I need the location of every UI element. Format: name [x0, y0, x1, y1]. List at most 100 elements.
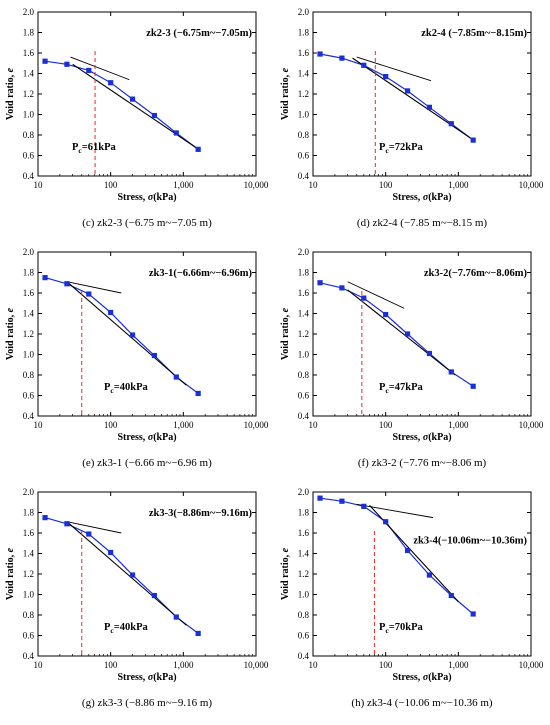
data-point — [151, 352, 158, 359]
pc-label: Pc=40kPa — [104, 382, 149, 395]
chart-panel-h: 10 100 1,000 10,000 0.4 0.6 0.8 1.0 1.2 1.4 1.6 1.8… — [275, 480, 550, 720]
y-tick-label: 2.0 — [298, 247, 310, 257]
data-point — [361, 503, 367, 509]
chart-svg-c: 10 100 1,000 10,000 0.4 0.6 0.8 1.0 1.2 1.4 1.6 1.8… — [5, 7, 269, 229]
x-axis-label: Stress, σ(kPa) — [117, 192, 176, 203]
data-point — [108, 309, 114, 316]
tangent-line — [356, 503, 434, 519]
y-tick-label: 1.0 — [298, 350, 310, 360]
x-axis-label: Stress, σ(kPa) — [392, 432, 451, 443]
panel-caption: (d) zk2-4 (−7.85 m~−8.15 m) — [357, 217, 488, 229]
x-tick-label: 1,000 — [448, 420, 469, 430]
chart-svg-d: 10 100 1,000 10,000 0.4 0.6 0.8 1.0 1.2 1.4 1.6 1.8… — [280, 7, 544, 229]
panel-caption: (g) zk3-3 (−8.86 m~−9.16 m) — [82, 697, 213, 709]
pc-label: Pc=70kPa — [379, 622, 424, 635]
y-tick-label: 0.6 — [298, 391, 310, 401]
data-point — [317, 51, 323, 57]
y-tick-label: 1.4 — [298, 69, 310, 79]
compression-line — [369, 504, 459, 603]
chart-panel-f: 10 100 1,000 10,000 0.4 0.6 0.8 1.0 1.2 1.4 1.6 1.8… — [275, 240, 550, 480]
x-tick-label: 10 — [309, 180, 319, 190]
x-tick-label: 100 — [379, 420, 393, 430]
x-tick-label: 10 — [309, 660, 319, 670]
chart-svg-f: 10 100 1,000 10,000 0.4 0.6 0.8 1.0 1.2 1.4 1.6 1.8… — [280, 247, 544, 469]
pc-label: Pc=40kPa — [104, 622, 149, 635]
y-tick-label: 0.8 — [23, 610, 35, 620]
series-line — [319, 497, 474, 615]
chart-panel-c: 10 100 1,000 10,000 0.4 0.6 0.8 1.0 1.2 1.4 1.6 1.8… — [0, 0, 275, 240]
y-tick-label: 1.8 — [298, 268, 310, 278]
y-tick-label: 1.6 — [23, 528, 35, 538]
data-point — [426, 350, 433, 357]
y-tick-label: 2.0 — [298, 7, 310, 17]
x-tick-label: 10 — [34, 660, 44, 670]
y-tick-label: 1.4 — [298, 309, 310, 319]
y-axis-label: Void ratio, e — [280, 67, 291, 120]
panel-title: zk3-1(−6.66m~−6.96m) — [149, 268, 253, 279]
y-tick-label: 0.4 — [298, 651, 310, 661]
data-point — [470, 383, 476, 389]
data-point — [448, 592, 454, 599]
y-tick-label: 1.4 — [23, 549, 35, 559]
series-line — [319, 53, 474, 141]
y-tick-label: 0.4 — [23, 411, 35, 421]
x-tick-label: 1,000 — [448, 180, 469, 190]
y-tick-label: 0.4 — [23, 651, 35, 661]
data-point — [339, 285, 345, 291]
data-point — [470, 137, 476, 143]
y-tick-label: 0.6 — [298, 631, 310, 641]
y-tick-label: 0.8 — [23, 370, 35, 380]
panel-caption: (c) zk2-3 (−6.75 m~−7.05 m) — [82, 217, 212, 229]
chart-panel-e: 10 100 1,000 10,000 0.4 0.6 0.8 1.0 1.2 1.4 1.6 1.8… — [0, 240, 275, 480]
y-tick-label: 1.2 — [298, 89, 309, 99]
x-tick-label: 100 — [379, 660, 393, 670]
y-tick-label: 1.2 — [298, 329, 309, 339]
data-point — [195, 146, 201, 152]
data-point — [42, 515, 48, 521]
pc-label: Pc=61kPa — [72, 142, 117, 155]
y-tick-label: 2.0 — [298, 487, 310, 497]
y-tick-label: 1.8 — [23, 508, 35, 518]
tangent-line — [347, 281, 405, 309]
compression-line — [66, 521, 187, 626]
data-point — [42, 58, 48, 64]
y-tick-label: 1.2 — [23, 329, 34, 339]
y-tick-label: 1.2 — [23, 89, 34, 99]
y-tick-label: 1.2 — [23, 569, 34, 579]
chart-panel-d: 10 100 1,000 10,000 0.4 0.6 0.8 1.0 1.2 1.4 1.6 1.8… — [275, 0, 550, 240]
y-tick-label: 1.6 — [23, 48, 35, 58]
y-tick-label: 2.0 — [23, 247, 35, 257]
x-tick-label: 10,000 — [519, 420, 544, 430]
data-point — [173, 614, 179, 620]
y-tick-label: 0.8 — [298, 130, 310, 140]
panel-caption: (f) zk3-2 (−7.76 m~−8.06 m) — [358, 457, 487, 469]
tangent-line — [66, 281, 122, 294]
panel-title: zk3-4(−10.06m~−10.36m) — [413, 535, 527, 546]
y-tick-label: 1.6 — [23, 288, 35, 298]
x-tick-label: 10 — [309, 420, 319, 430]
panel-title: zk2-4 (−7.85m~−8.15m) — [421, 28, 527, 39]
y-tick-label: 0.4 — [23, 171, 35, 181]
data-point — [129, 572, 136, 578]
y-axis-label: Void ratio, e — [5, 547, 16, 600]
y-tick-label: 0.8 — [23, 130, 35, 140]
y-tick-label: 1.8 — [298, 508, 310, 518]
y-tick-label: 1.8 — [23, 268, 35, 278]
x-tick-label: 10,000 — [244, 660, 269, 670]
y-tick-label: 2.0 — [23, 7, 35, 17]
x-tick-label: 1,000 — [173, 420, 194, 430]
tangent-line — [356, 56, 432, 82]
compression-line — [347, 289, 456, 376]
data-point — [129, 332, 136, 338]
data-point — [317, 280, 323, 286]
x-tick-label: 10,000 — [244, 420, 269, 430]
x-axis-label: Stress, σ(kPa) — [117, 432, 176, 443]
x-tick-label: 100 — [379, 180, 393, 190]
chart-svg-g: 10 100 1,000 10,000 0.4 0.6 0.8 1.0 1.2 1.4 1.6 1.8… — [5, 487, 269, 709]
data-point — [448, 121, 454, 127]
data-point — [404, 547, 411, 554]
data-point — [42, 275, 48, 281]
series-line — [44, 60, 199, 150]
data-point — [361, 295, 367, 301]
